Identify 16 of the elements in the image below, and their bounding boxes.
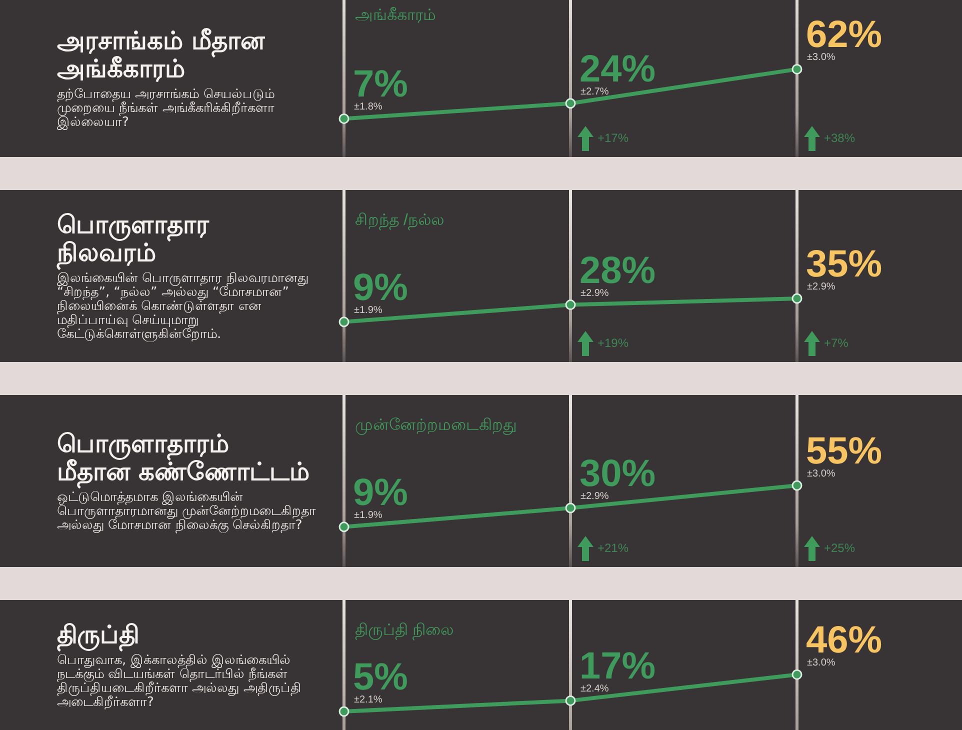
text: ஒட்டுமொத்தமாக இலங்கையின் பொருளாதாரமானது முன்னேற்றமடைகிறதா அல்லது மோசமான நிலைக்கு செல்கிறதா? <box>57 490 318 532</box>
chart-subtitle: இலங்கையின் பொருளாதார நிலவரமானது “சிறந்த”, “நல்ல” அல்லது “மோசமான” நிலையினைக் கொண்டுள்ளதா என மதிப்பாய்வு செய்யுமாறு கேட்டுக்கொள்ளுகின்றோம். <box>57 270 310 342</box>
chart-title: அரசாங்கம் மீதான அங்கீகாரம் <box>57 26 266 83</box>
text: +38% <box>824 131 856 145</box>
text: திருப்தி நிலை <box>355 622 454 640</box>
text: முன்னேற்றமடைகிறது <box>355 417 517 435</box>
text: +21% <box>598 541 629 555</box>
text: அங்கீகாரம் <box>355 7 436 24</box>
text: தற்போதைய அரசாங்கம் செயல்படும் முறையை நீங்கள் அங்கீகரிக்கிறீர்களா இல்லையா? <box>57 87 276 130</box>
chart-subtitle: பொதுவாக, இக்காலத்தில் இலங்கையில் நடக்கும் விடயங்கள் தொடர்பில் நீங்கள் திருப்தியடைகிறீர்களா அல்லது அதிருப்தி அடைகிறீர்களா? <box>57 652 302 710</box>
text: +7% <box>824 336 849 350</box>
text: +17% <box>598 131 629 145</box>
text: +25% <box>824 541 856 555</box>
text: சிறந்த /நல்ல <box>355 212 444 229</box>
text: +19% <box>598 336 629 350</box>
annotation: ±2.4% <box>580 684 609 695</box>
